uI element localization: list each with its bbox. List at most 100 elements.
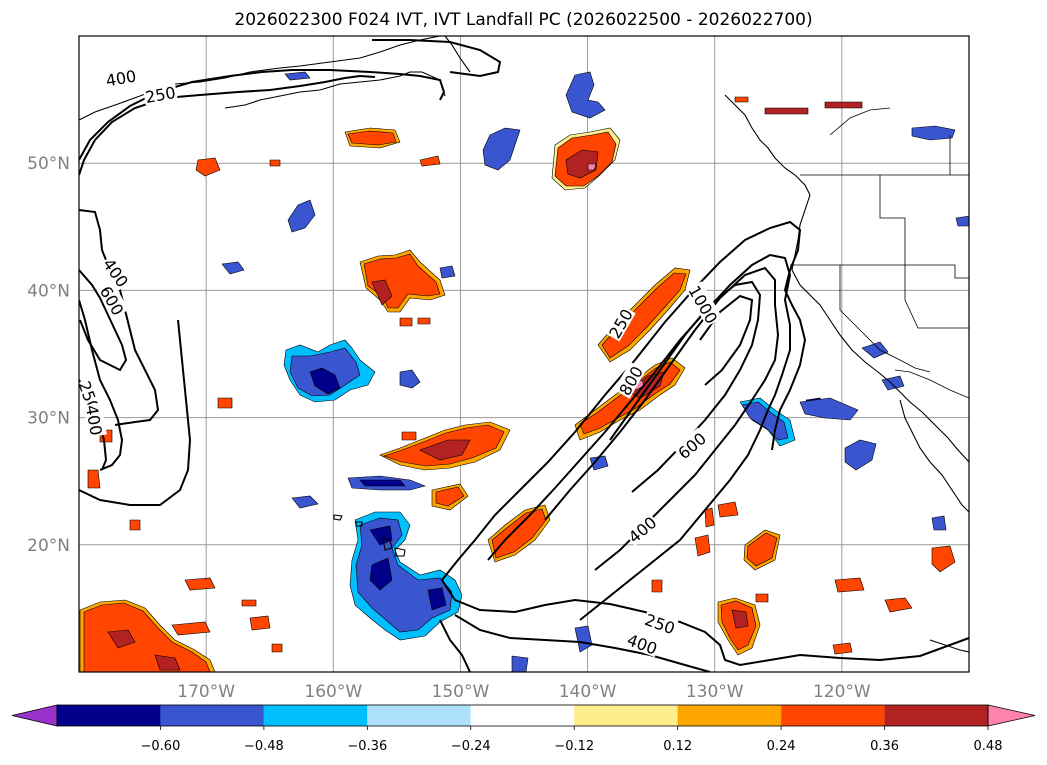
lon-tick-label: 170°W bbox=[177, 682, 235, 702]
lon-tick-label: 140°W bbox=[559, 682, 617, 702]
neg-region bbox=[911, 125, 956, 141]
hawaii-island bbox=[333, 514, 343, 521]
pos-region bbox=[184, 577, 216, 591]
pos-region bbox=[755, 593, 769, 603]
neg-region bbox=[439, 265, 456, 279]
neg-region bbox=[291, 495, 319, 509]
pos-region bbox=[565, 149, 599, 179]
colorbar-tick-label: 0.48 bbox=[974, 739, 1003, 754]
neg-region bbox=[359, 479, 406, 487]
lon-tick-label: 150°W bbox=[432, 682, 490, 702]
contour-label: 400 bbox=[82, 402, 107, 438]
neg-region bbox=[482, 127, 521, 171]
pos-region bbox=[717, 501, 739, 518]
pos-region bbox=[931, 545, 956, 573]
pos-region bbox=[731, 609, 749, 629]
colorbar-tick-label: −0.12 bbox=[554, 739, 594, 754]
alaska-gulf-coast bbox=[444, 36, 471, 73]
pos-region bbox=[195, 157, 221, 177]
pos-region bbox=[171, 621, 211, 636]
state-border bbox=[879, 175, 906, 265]
contour-label-background bbox=[685, 281, 723, 327]
contour-label-background bbox=[603, 304, 636, 342]
pos-region bbox=[371, 279, 393, 306]
colorbar-tick-label: 0.12 bbox=[663, 739, 692, 754]
pos-region bbox=[435, 486, 465, 507]
colorbar-swatch bbox=[470, 705, 575, 726]
contour-400-ar bbox=[487, 253, 792, 621]
contour-label-background bbox=[103, 65, 139, 89]
pos-region bbox=[764, 107, 809, 115]
contour-outer-west bbox=[79, 319, 192, 506]
pos-region bbox=[129, 519, 141, 531]
lat-tick-label: 30°N bbox=[27, 409, 70, 429]
aleutian-coast bbox=[224, 71, 446, 109]
neg-region bbox=[955, 215, 969, 227]
contour-250-west bbox=[79, 299, 124, 471]
contour-label: 400 bbox=[103, 65, 139, 90]
bc-coast bbox=[724, 94, 969, 463]
pos-region bbox=[271, 643, 283, 653]
contour-400-west bbox=[79, 209, 160, 426]
pos-region bbox=[154, 654, 181, 671]
neg-region bbox=[741, 401, 789, 441]
colorbar-tick-label: −0.24 bbox=[451, 739, 491, 754]
contour-label-background bbox=[142, 81, 178, 106]
state-border bbox=[790, 264, 969, 279]
ivt-contours bbox=[79, 39, 969, 672]
contour-label-background bbox=[624, 629, 661, 658]
lat-tick-label: 40°N bbox=[27, 281, 70, 301]
state-border bbox=[839, 265, 931, 373]
neg-region bbox=[369, 525, 393, 546]
neg-region bbox=[369, 557, 393, 591]
contour-250-south bbox=[441, 579, 969, 667]
pos-region bbox=[217, 397, 233, 409]
mexico-coast bbox=[929, 639, 969, 653]
longitude-tick-labels: 170°W 160°W 150°W 140°W 130°W 120°W bbox=[177, 682, 871, 702]
neg-region bbox=[799, 397, 859, 421]
colorbar-swatch bbox=[884, 705, 988, 726]
hawaii-island bbox=[394, 547, 406, 557]
colorbar-swatch bbox=[57, 705, 161, 726]
pos-region bbox=[83, 602, 211, 672]
colorbar-tick-label: 0.24 bbox=[767, 739, 796, 754]
colorbar: −0.60 −0.48 −0.36 −0.24 −0.12 0.12 0.24 0.36 0.4… bbox=[11, 704, 1036, 754]
contour-600-ar bbox=[544, 266, 780, 571]
pos-region bbox=[87, 469, 101, 489]
pos-region bbox=[249, 615, 271, 631]
contour-label-background bbox=[672, 427, 710, 463]
coastlines bbox=[79, 36, 969, 653]
latitude-tick-labels: 20°N 30°N 40°N 50°N bbox=[27, 154, 70, 556]
positive-pc-regions bbox=[79, 96, 956, 672]
neg-region bbox=[399, 369, 421, 389]
colorbar-swatch bbox=[367, 705, 471, 726]
neg-region bbox=[931, 515, 947, 531]
neg-region bbox=[309, 367, 341, 395]
pos-region bbox=[269, 159, 281, 167]
neg-region bbox=[221, 261, 245, 275]
pos-region bbox=[107, 629, 136, 649]
contour-label-background bbox=[97, 281, 129, 319]
pos-region bbox=[824, 101, 863, 109]
neg-region bbox=[511, 655, 529, 672]
colorbar-tick-label: 0.36 bbox=[870, 739, 899, 754]
neg-region bbox=[284, 71, 311, 81]
pos-region bbox=[704, 507, 715, 528]
contour-label-background bbox=[614, 361, 646, 399]
hawaii-island bbox=[355, 521, 363, 527]
map-background bbox=[79, 36, 969, 672]
lon-tick-label: 130°W bbox=[686, 682, 744, 702]
borders bbox=[790, 107, 969, 399]
colorbar-swatch bbox=[781, 705, 885, 726]
colorbar-swatch bbox=[677, 705, 782, 726]
contour-label-background bbox=[623, 511, 660, 547]
pos-region bbox=[587, 163, 597, 171]
contour-600-west bbox=[79, 269, 128, 372]
pos-region bbox=[399, 317, 413, 327]
lat-tick-label: 50°N bbox=[27, 154, 70, 174]
colorbar-extend-low bbox=[11, 704, 58, 727]
pos-region bbox=[601, 272, 687, 359]
pos-region bbox=[241, 599, 257, 607]
